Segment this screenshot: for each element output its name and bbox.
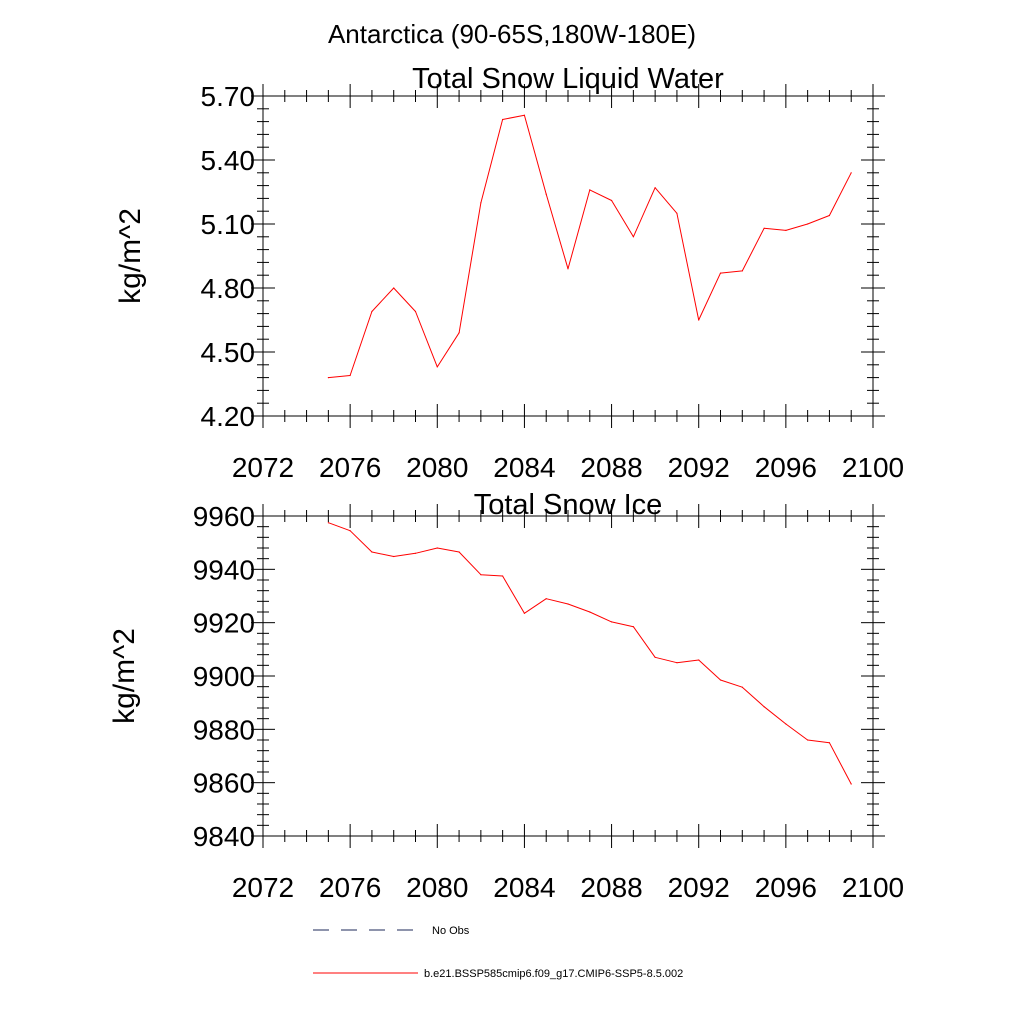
y-tick-label: 5.70	[201, 81, 256, 112]
y-tick-label: 4.50	[201, 337, 256, 368]
x-tick-label: 2080	[406, 452, 468, 483]
data-point	[785, 723, 787, 725]
legend-label-model: b.e21.BSSP585cmip6.f09_g17.CMIP6-SSP5-8.…	[424, 968, 683, 980]
data-point	[436, 366, 438, 368]
legend: No Obs b.e21.BSSP585cmip6.f09_g17.CMIP6-…	[313, 925, 683, 980]
data-point	[327, 522, 329, 524]
x-tick-label: 2076	[319, 872, 381, 903]
y-tick-label: 5.10	[201, 209, 256, 240]
data-point	[828, 742, 831, 744]
series-line	[328, 114, 852, 379]
data-point	[349, 530, 351, 532]
x-tick-label: 2092	[668, 872, 730, 903]
y-tick-label: 9940	[193, 554, 255, 585]
data-point	[785, 229, 787, 231]
data-point	[480, 574, 482, 576]
data-point	[589, 189, 591, 191]
data-point	[502, 118, 504, 121]
data-point	[654, 187, 656, 189]
data-point	[807, 223, 809, 225]
data-point	[371, 551, 373, 553]
x-tick-label: 2088	[580, 452, 642, 483]
data-point	[414, 552, 417, 554]
data-point	[676, 212, 678, 214]
x-tick-label: 2084	[493, 452, 555, 483]
data-point	[502, 575, 504, 577]
data-point	[327, 377, 329, 379]
x-tick-label: 2092	[668, 452, 730, 483]
y-tick-label: 4.80	[201, 273, 256, 304]
data-point	[763, 706, 765, 708]
y-tick-label: 9840	[193, 821, 255, 852]
data-point	[393, 555, 395, 558]
data-point	[741, 686, 743, 688]
data-point	[589, 611, 591, 613]
data-point	[632, 626, 635, 628]
data-point	[393, 287, 395, 289]
y-tick-label: 4.20	[201, 401, 256, 432]
data-point	[567, 603, 569, 605]
plot-frame	[262, 95, 874, 417]
data-point	[545, 193, 547, 195]
data-point	[458, 332, 460, 334]
y-axis-label: kg/m^2	[108, 628, 141, 724]
x-tick-label: 2096	[755, 872, 817, 903]
data-point	[458, 551, 460, 553]
data-point	[632, 236, 635, 238]
data-point	[436, 547, 438, 549]
data-point	[763, 227, 765, 229]
data-point	[480, 202, 482, 204]
data-point	[741, 270, 743, 272]
y-tick-label: 9860	[193, 768, 255, 799]
x-tick-label: 2100	[842, 872, 904, 903]
data-point	[371, 310, 373, 313]
x-tick-label: 2096	[755, 452, 817, 483]
data-point	[719, 272, 722, 274]
x-tick-label: 2088	[580, 872, 642, 903]
x-tick-label: 2072	[232, 452, 294, 483]
data-point	[567, 268, 569, 270]
y-axis-label: kg/m^2	[114, 208, 147, 304]
data-point	[414, 310, 417, 313]
x-tick-label: 2076	[319, 452, 381, 483]
chart-title: Total Snow Liquid Water	[412, 63, 724, 95]
data-point	[523, 114, 526, 116]
data-point	[523, 612, 526, 614]
data-point	[719, 679, 722, 681]
data-point	[611, 199, 613, 202]
chart-panel-snow-liquid-water: Total Snow Liquid Water kg/m^2 2072 2076 208…	[114, 63, 904, 483]
x-tick-label: 2072	[232, 872, 294, 903]
data-point	[349, 374, 351, 377]
y-tick-label: 5.40	[201, 145, 256, 176]
data-point	[850, 783, 852, 785]
y-tick-label: 9960	[193, 501, 255, 532]
y-tick-label: 9900	[193, 661, 255, 692]
series-line	[328, 522, 852, 785]
data-point	[611, 621, 613, 623]
y-tick-label: 9880	[193, 714, 255, 745]
data-point	[807, 739, 809, 741]
x-tick-label: 2080	[406, 872, 468, 903]
y-tick-label: 9920	[193, 608, 255, 639]
page-title: Antarctica (90-65S,180W-180E)	[328, 19, 696, 49]
data-point	[698, 659, 700, 661]
data-point	[850, 172, 852, 174]
data-point	[654, 656, 656, 658]
plot-frame	[262, 515, 874, 837]
data-point	[676, 662, 678, 664]
data-point	[828, 214, 831, 217]
x-tick-label: 2084	[493, 872, 555, 903]
data-point	[698, 319, 700, 321]
legend-label-no-obs: No Obs	[432, 925, 470, 937]
x-tick-label: 2100	[842, 452, 904, 483]
data-point	[545, 598, 547, 600]
